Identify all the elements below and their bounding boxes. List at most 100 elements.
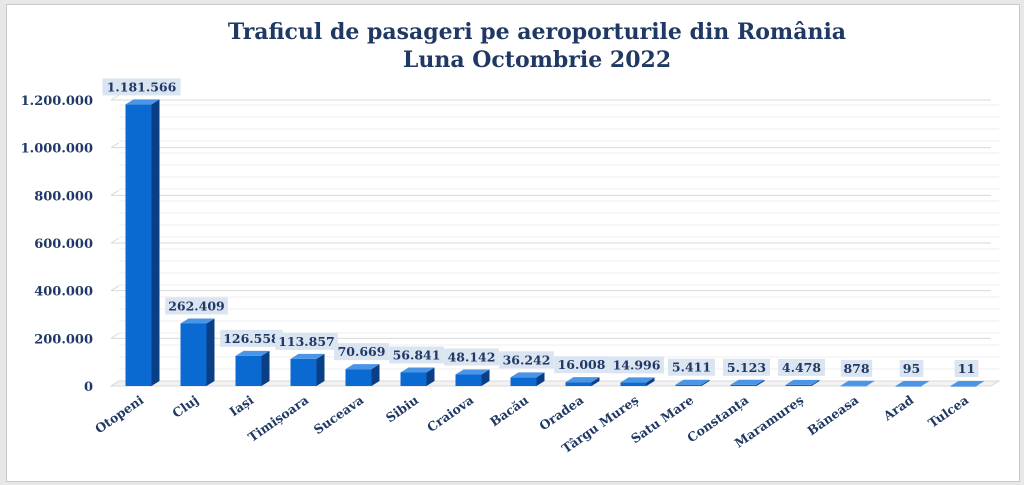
gridline-depth	[110, 94, 120, 101]
bar-side	[811, 379, 820, 386]
data-label: 95	[903, 361, 920, 376]
data-label-bg	[723, 358, 770, 376]
data-label: 11	[958, 361, 975, 376]
data-label: 5.123	[727, 360, 766, 375]
bar-front	[510, 377, 537, 386]
data-label-bg	[444, 348, 499, 366]
data-label-bg	[554, 356, 609, 374]
bar-front	[565, 382, 592, 386]
bar-side	[646, 377, 655, 386]
chart-subtitle: Luna Octombrie 2022	[403, 47, 671, 73]
bar-top	[895, 380, 930, 386]
bar	[400, 367, 435, 386]
y-tick-label: 1.200.000	[21, 94, 93, 109]
chart-title: Traficul de pasageri pe aeroporturile di…	[228, 19, 846, 45]
data-label: 14.996	[613, 357, 661, 372]
bar-side	[206, 318, 215, 386]
bar-top	[510, 372, 545, 378]
data-label-bg	[609, 356, 664, 374]
bars	[125, 99, 985, 387]
bar-top	[675, 379, 710, 385]
gridline-depth	[110, 332, 120, 339]
gridline-depth	[110, 189, 120, 196]
bar-side	[261, 350, 270, 386]
data-label-bg	[102, 78, 181, 96]
bar-side	[866, 380, 875, 386]
x-tick-label: Timișoara	[245, 392, 311, 445]
bar-chart: Traficul de pasageri pe aeroporturile di…	[21, 19, 1001, 456]
bar-front	[675, 384, 702, 386]
bar	[125, 99, 160, 387]
bar	[455, 369, 490, 386]
data-label-bg	[668, 358, 715, 376]
data-label-bg	[220, 329, 283, 347]
data-label: 16.008	[558, 357, 606, 372]
data-label: 262.409	[168, 298, 225, 313]
x-tick-label: Băneasa	[804, 392, 861, 438]
bar-side	[426, 367, 435, 386]
y-tick-label: 400.000	[34, 285, 93, 300]
bar	[290, 353, 325, 386]
bar-top	[400, 367, 435, 373]
data-label-bg	[499, 351, 554, 369]
data-label: 126.558	[223, 331, 280, 346]
data-label: 113.857	[278, 334, 335, 349]
bar	[510, 372, 545, 386]
bar-side	[701, 379, 710, 386]
bar-side	[976, 380, 985, 386]
data-label-bg	[840, 359, 873, 377]
x-tick-label: Otopeni	[92, 392, 146, 436]
y-tick-label: 1.000.000	[21, 142, 93, 157]
bar	[620, 377, 655, 386]
data-label: 878	[843, 361, 869, 376]
bar-top	[730, 379, 765, 385]
bar	[785, 379, 820, 386]
data-label-bg	[389, 346, 444, 364]
y-tick-label: 0	[84, 380, 93, 395]
data-label-bg	[334, 343, 389, 361]
data-label: 4.478	[782, 360, 821, 375]
data-label-bg	[275, 332, 338, 350]
y-tick-label: 200.000	[34, 332, 93, 347]
bar-top	[235, 350, 270, 356]
gridline-depth	[110, 142, 120, 149]
x-tick-label: Cluj	[169, 392, 201, 421]
bar-top	[950, 380, 985, 386]
bar	[345, 364, 380, 386]
bar-top	[290, 353, 325, 359]
bar-side	[316, 353, 325, 386]
y-tick-label: 600.000	[34, 237, 93, 252]
bar-front	[785, 384, 812, 386]
bar-front	[950, 385, 977, 387]
bar-side	[921, 380, 930, 386]
gridlines	[110, 94, 999, 387]
bar-top	[180, 318, 215, 324]
data-label: 48.142	[448, 350, 496, 365]
x-tick-label: Suceava	[311, 392, 366, 437]
x-tick-label: Arad	[880, 392, 917, 424]
bar-side	[481, 369, 490, 386]
bar-top	[785, 379, 820, 385]
bar	[180, 318, 215, 386]
bar-top	[455, 369, 490, 375]
y-tick-label: 800.000	[34, 189, 93, 204]
x-tick-label: Tulcea	[925, 392, 971, 430]
bar	[895, 380, 930, 387]
bar-side	[756, 379, 765, 386]
gridline-depth	[110, 237, 120, 244]
x-tick-label: Iași	[227, 392, 257, 419]
y-axis: 0 200.000 400.000 600.000 800.000 1.000.000 1.…	[21, 94, 93, 395]
bar	[565, 377, 600, 386]
data-label: 56.841	[393, 347, 441, 362]
bar-front	[345, 369, 372, 386]
data-label: 70.669	[338, 344, 386, 359]
bar-top	[620, 377, 655, 383]
bar-front	[125, 104, 152, 387]
data-label: 1.181.566	[107, 79, 177, 94]
gridline-depth	[110, 285, 120, 292]
bar-front	[290, 358, 317, 386]
x-tick-label: Oradea	[536, 392, 586, 433]
bar	[950, 380, 985, 387]
bar-front	[895, 385, 922, 387]
